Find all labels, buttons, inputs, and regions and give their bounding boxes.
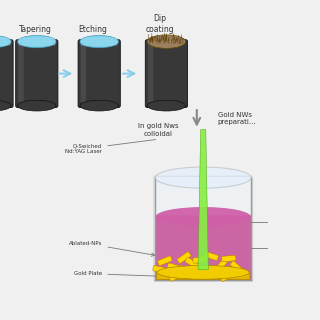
FancyBboxPatch shape [154, 176, 252, 281]
Ellipse shape [0, 36, 11, 48]
Ellipse shape [157, 265, 249, 279]
FancyBboxPatch shape [0, 40, 13, 108]
Text: Dip
coating: Dip coating [146, 14, 174, 34]
FancyBboxPatch shape [169, 270, 183, 281]
Text: Gold NWs
preparati...: Gold NWs preparati... [218, 112, 256, 125]
Text: Etching: Etching [78, 25, 107, 34]
FancyBboxPatch shape [204, 252, 219, 260]
FancyBboxPatch shape [145, 40, 188, 108]
FancyBboxPatch shape [156, 271, 250, 280]
FancyBboxPatch shape [193, 256, 207, 263]
Ellipse shape [147, 100, 186, 111]
Ellipse shape [80, 36, 118, 48]
FancyBboxPatch shape [16, 40, 58, 108]
FancyBboxPatch shape [214, 259, 227, 272]
Ellipse shape [18, 100, 56, 111]
FancyBboxPatch shape [155, 215, 251, 280]
FancyBboxPatch shape [148, 45, 153, 102]
FancyBboxPatch shape [178, 265, 193, 276]
FancyBboxPatch shape [153, 266, 167, 273]
FancyBboxPatch shape [177, 252, 191, 264]
Polygon shape [198, 130, 208, 270]
Ellipse shape [155, 167, 251, 188]
Ellipse shape [18, 36, 56, 48]
FancyBboxPatch shape [222, 255, 236, 262]
Text: Gold Plate: Gold Plate [74, 271, 156, 276]
Ellipse shape [0, 100, 11, 111]
Ellipse shape [80, 100, 118, 111]
FancyBboxPatch shape [197, 269, 212, 278]
FancyBboxPatch shape [207, 268, 222, 276]
FancyBboxPatch shape [18, 45, 24, 102]
Text: Ablated-NPs: Ablated-NPs [69, 241, 155, 256]
Text: In gold Nws
colloidal: In gold Nws colloidal [138, 123, 179, 137]
Text: Q-Swiched
Nd:YAG Laser: Q-Swiched Nd:YAG Laser [65, 140, 156, 154]
Ellipse shape [156, 207, 251, 226]
FancyBboxPatch shape [230, 261, 244, 274]
FancyBboxPatch shape [220, 270, 234, 282]
FancyBboxPatch shape [185, 257, 199, 269]
FancyBboxPatch shape [78, 40, 120, 108]
Text: Tapering: Tapering [19, 25, 52, 34]
Ellipse shape [147, 35, 186, 48]
FancyBboxPatch shape [81, 45, 86, 102]
FancyBboxPatch shape [157, 256, 172, 266]
FancyBboxPatch shape [167, 263, 182, 271]
